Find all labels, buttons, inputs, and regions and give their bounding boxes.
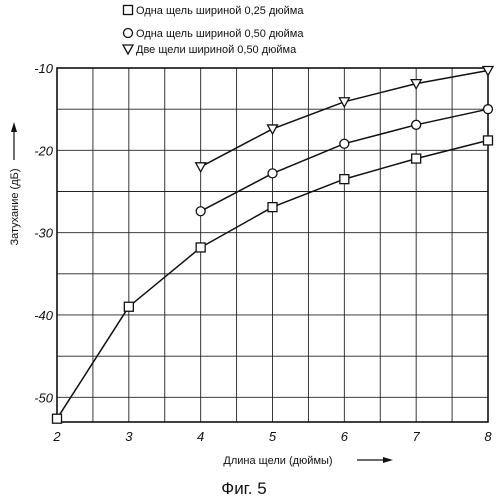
x-axis-arrow bbox=[357, 457, 393, 463]
data-point bbox=[339, 98, 349, 107]
data-point bbox=[268, 203, 277, 212]
legend-marker bbox=[123, 45, 133, 54]
y-tick-label: -30 bbox=[34, 226, 54, 241]
data-point bbox=[196, 207, 205, 216]
legend-label: Две щели шириной 0,50 дюйма bbox=[136, 44, 297, 56]
legend-entry: Две щели шириной 0,50 дюйма bbox=[123, 44, 297, 56]
y-axis-label: Затухание (дБ) bbox=[9, 168, 21, 245]
legend-label: Одна щель шириной 0,50 дюйма bbox=[136, 28, 304, 40]
data-point bbox=[484, 105, 493, 114]
x-tick-label: 6 bbox=[341, 429, 349, 444]
y-tick-label: -40 bbox=[34, 308, 54, 323]
data-point bbox=[53, 414, 62, 423]
grid bbox=[57, 68, 488, 422]
x-tick-label: 7 bbox=[413, 429, 421, 444]
y-tick-label: -50 bbox=[34, 390, 54, 405]
legend-marker bbox=[124, 29, 133, 38]
x-tick-label: 3 bbox=[125, 429, 133, 444]
y-tick-label: -10 bbox=[34, 61, 54, 76]
arrow-head bbox=[383, 457, 393, 463]
data-point bbox=[412, 154, 421, 163]
y-axis-arrow bbox=[11, 122, 17, 160]
data-point bbox=[196, 163, 206, 172]
legend-entry: Одна щель шириной 0,25 дюйма bbox=[124, 5, 305, 17]
data-point bbox=[196, 243, 205, 252]
data-point bbox=[268, 169, 277, 178]
legend-label: Одна щель шириной 0,25 дюйма bbox=[136, 5, 304, 17]
data-point bbox=[124, 302, 133, 311]
x-tick-label: 5 bbox=[269, 429, 277, 444]
x-tick-label: 4 bbox=[197, 429, 204, 444]
data-point bbox=[340, 175, 349, 184]
data-point bbox=[412, 120, 421, 129]
x-tick-label: 2 bbox=[52, 429, 61, 444]
legend-entry: Одна щель шириной 0,50 дюйма bbox=[124, 28, 305, 40]
legend-marker bbox=[124, 6, 133, 15]
data-point bbox=[340, 139, 349, 148]
x-tick-label: 8 bbox=[484, 429, 492, 444]
figure-caption: Фиг. 5 bbox=[221, 479, 266, 498]
data-point bbox=[484, 136, 493, 145]
y-tick-label: -20 bbox=[34, 143, 54, 158]
data-point bbox=[268, 125, 278, 134]
tick-labels: 2 3 4 5 6 7 8 -10 -20 -30 -40 -50 bbox=[34, 61, 492, 444]
x-axis-label: Длина щели (дюймы) bbox=[223, 455, 332, 467]
arrow-head bbox=[11, 122, 17, 132]
legend: Одна щель шириной 0,25 дюйма Одна щель ши… bbox=[123, 5, 304, 56]
